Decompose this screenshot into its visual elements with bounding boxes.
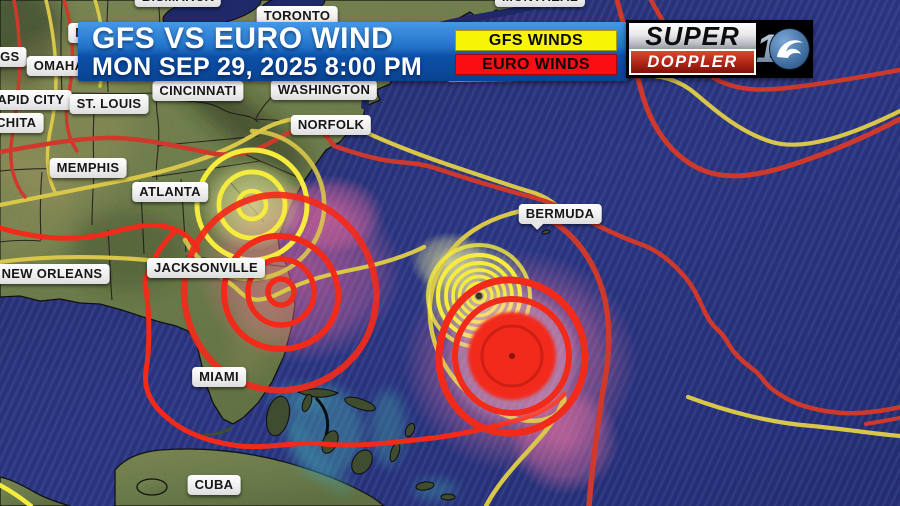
city-label-jacksonville: JACKSONVILLE (146, 258, 266, 278)
city-label-montreal: MONTREAL (494, 0, 586, 7)
ocean-wave-icon (769, 28, 810, 70)
legend-gfs-winds: GFS WINDS (455, 30, 617, 51)
city-label-memphis: MEMPHIS (49, 158, 127, 178)
banner-title: GFS VS EURO WIND (92, 22, 394, 55)
title-banner: GFS VS EURO WIND MON SEP 29, 2025 8:00 P… (78, 22, 628, 81)
city-label-rapid-city: RAPID CITY (0, 90, 72, 110)
gfs-center-dot (475, 292, 483, 300)
banner-text: GFS VS EURO WIND MON SEP 29, 2025 8:00 P… (92, 23, 422, 80)
city-label-billings: BILLINGS (0, 47, 27, 67)
logo-wordmark: SUPER DOPPLER (629, 23, 756, 75)
city-label-cuba: CUBA (187, 475, 241, 495)
super-doppler-logo: SUPER DOPPLER 1 (626, 20, 813, 78)
city-label-bermuda: BERMUDA (518, 204, 602, 230)
storm-right-euro-rings (435, 276, 589, 437)
channel-10-badge: 1 (756, 23, 810, 75)
city-label-washington: WASHINGTON (270, 80, 378, 100)
legend-euro-winds: EURO WINDS (455, 54, 617, 75)
city-label-atlanta: ATLANTA (132, 182, 208, 202)
city-label-omaha: OMAHA (26, 56, 92, 76)
banner-datetime: MON SEP 29, 2025 8:00 PM (92, 53, 423, 81)
city-label-new-orleans: NEW ORLEANS (0, 264, 110, 284)
euro-center-dot (509, 353, 515, 359)
city-label-miami: MIAMI (192, 367, 246, 387)
logo-doppler-text: DOPPLER (629, 49, 756, 75)
city-label-bismarck: BISMARCK (134, 0, 222, 7)
city-label-norfolk: NORFOLK (290, 115, 372, 135)
city-label-toronto: TORONTO (256, 6, 338, 26)
city-label-cincinnati: CINCINNATI (152, 81, 244, 101)
logo-super-text: SUPER (629, 23, 756, 49)
city-label-wichita: WICHITA (0, 113, 44, 133)
city-label-st-louis: ST. LOUIS (69, 94, 149, 114)
